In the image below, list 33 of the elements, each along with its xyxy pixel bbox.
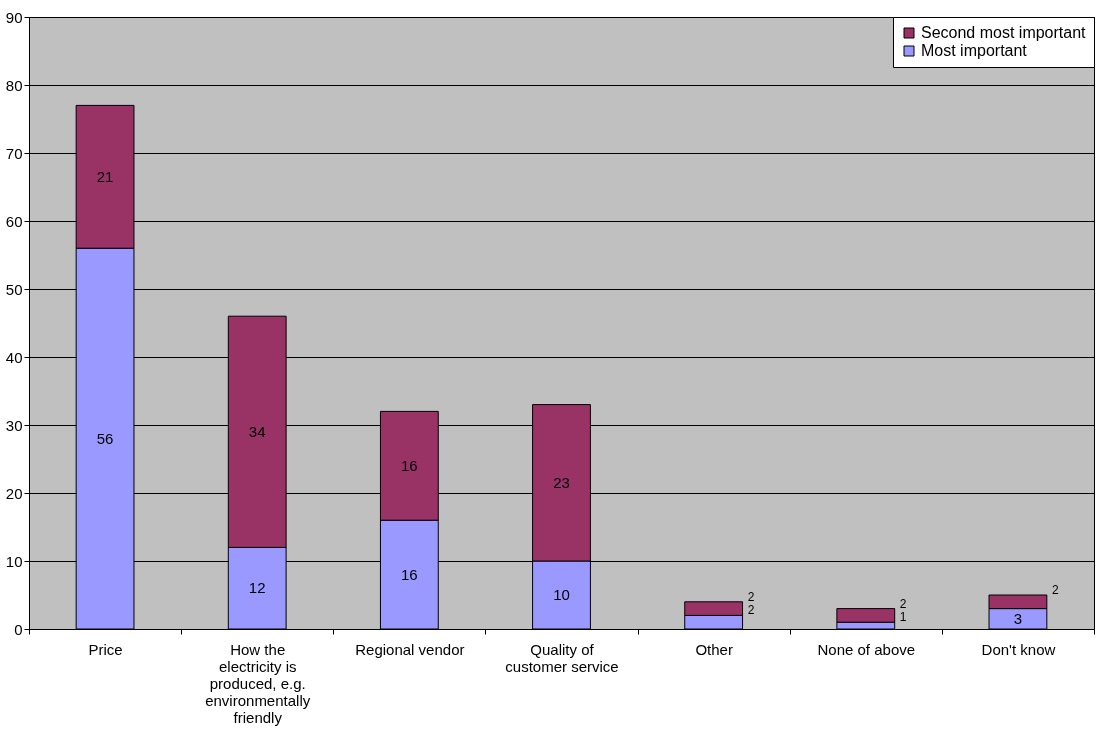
x-tick-label: Don't know: [981, 640, 1056, 658]
data-label: 2: [747, 589, 755, 604]
data-label: 2: [899, 596, 907, 611]
y-tick-label: 30: [5, 416, 23, 434]
x-tick-label: Price: [88, 640, 123, 658]
y-tick-label: 10: [5, 552, 23, 570]
data-label: 2: [747, 603, 755, 618]
y-tick-label: 60: [5, 212, 23, 230]
y-tick-label: 80: [5, 76, 23, 94]
data-label: 56: [96, 429, 114, 447]
y-tick-label: 90: [5, 8, 23, 26]
legend-label: Second most important: [921, 24, 1087, 41]
data-label: 16: [401, 565, 418, 583]
y-tick-label: 40: [5, 348, 23, 366]
y-tick-label: 20: [5, 484, 23, 502]
data-label: 34: [248, 422, 266, 440]
data-label: 23: [553, 473, 570, 491]
x-tick-label: None of above: [817, 640, 916, 658]
data-label: 16: [401, 456, 418, 474]
x-tick-label: How the electricity is produced, e.g. environmentally friendly: [205, 640, 311, 726]
x-tick-label: Regional vendor: [355, 640, 465, 658]
legend-label: Most important: [921, 42, 1028, 59]
data-label: 1: [899, 610, 907, 625]
x-tick-label: Quality of customer service: [505, 640, 619, 675]
data-label: 2: [1051, 583, 1059, 597]
x-tick-label: Other: [695, 640, 733, 658]
data-label: 10: [553, 586, 570, 603]
data-label: 12: [248, 579, 266, 597]
data-label: 21: [96, 167, 114, 185]
y-tick-label: 70: [5, 144, 23, 162]
data-label: 3: [1013, 609, 1023, 627]
y-tick-label: 0: [14, 620, 23, 638]
y-tick-label: 50: [5, 280, 23, 298]
